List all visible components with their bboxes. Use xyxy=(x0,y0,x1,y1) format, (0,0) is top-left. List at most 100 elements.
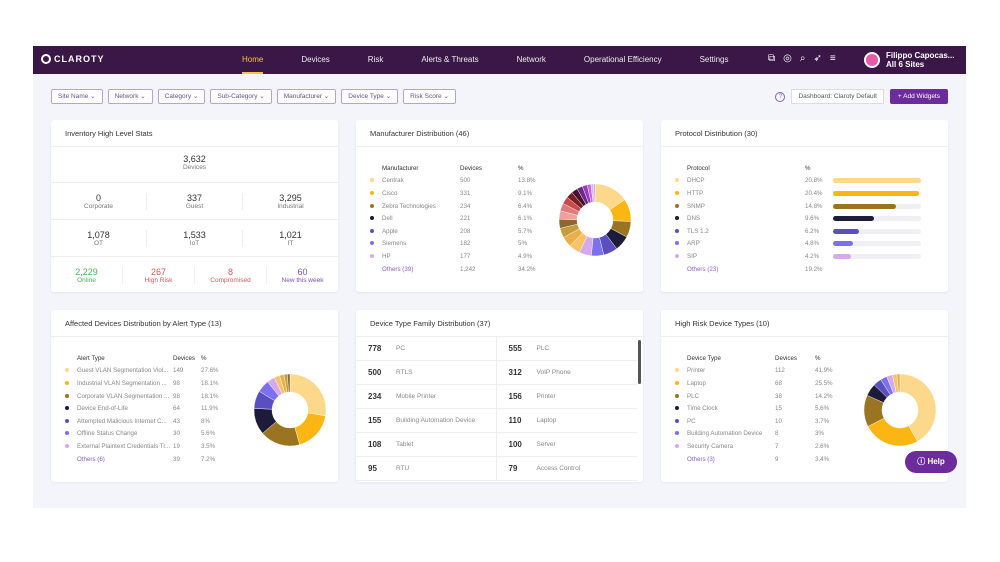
screenshot-icon[interactable]: ⧉ xyxy=(768,53,776,64)
filter-category[interactable]: Category ⌄ xyxy=(157,89,206,104)
table-row[interactable]: Corporate VLAN Segmentation ... 98 18.1% xyxy=(65,390,231,403)
table-row[interactable]: PC 10 3.7% xyxy=(675,415,845,428)
donut-slice[interactable] xyxy=(896,374,901,393)
table-row[interactable]: Guest VLAN Segmentation Viol... 149 27.6% xyxy=(65,365,231,378)
donut-slice[interactable] xyxy=(899,374,936,442)
donut-slice[interactable] xyxy=(287,374,291,393)
others-row[interactable]: Others (6) 39 7.2% xyxy=(65,453,231,466)
legend-dot xyxy=(675,178,679,183)
table-row[interactable]: Laptop 68 25.5% xyxy=(675,377,845,390)
table-cell: 5.7% xyxy=(518,227,533,235)
nav-tab-network[interactable]: Network xyxy=(516,55,546,64)
device-family-item[interactable]: 79 Access Control xyxy=(496,457,637,481)
legend-dot xyxy=(675,368,679,373)
nav-tab-home[interactable]: Home xyxy=(223,46,282,74)
device-family-item[interactable]: 555 PLC xyxy=(496,337,637,361)
table-cell[interactable]: Others (3) xyxy=(687,455,715,463)
nav-tab-alerts-threats[interactable]: Alerts & Threats xyxy=(421,55,479,64)
stat-cell[interactable]: 267 High Risk xyxy=(123,267,195,284)
device-family-item[interactable]: 100 Server xyxy=(496,433,637,457)
scrollbar[interactable] xyxy=(638,340,641,384)
legend-dot xyxy=(370,216,374,221)
table-row[interactable]: SNMP 14.8% xyxy=(675,200,921,213)
table-row[interactable]: HP 177 4.9% xyxy=(370,250,558,263)
table-cell: 112 xyxy=(775,367,785,375)
table-row[interactable]: HTTP 20.4% xyxy=(675,187,921,200)
donut-slice[interactable] xyxy=(593,184,596,203)
table-row[interactable]: Printer 112 41.9% xyxy=(675,365,845,378)
stat-cell: 337 Guest xyxy=(147,192,243,210)
table-row[interactable]: Offline Status Change 30 5.6% xyxy=(65,428,231,441)
device-family-item[interactable]: 234 Mobile Printer xyxy=(356,385,497,409)
table-cell[interactable]: Others (6) xyxy=(77,455,105,463)
table-row[interactable]: TLS 1.2 6.2% xyxy=(675,225,921,238)
others-row[interactable]: Others (3) 9 3.4% xyxy=(675,453,845,466)
device-family-item[interactable]: 312 VoIP Phone xyxy=(496,361,637,385)
stat-cell[interactable]: 2,229 Online xyxy=(51,267,123,284)
dashboard-selector[interactable]: Dashboard: Claroty Default xyxy=(791,89,884,104)
rocket-icon[interactable]: ➶ xyxy=(813,53,822,64)
table-row[interactable]: Dell 221 6.1% xyxy=(370,212,558,225)
table-cell[interactable]: Others (23) xyxy=(687,265,719,273)
stat-value: 0 xyxy=(95,192,101,203)
filter-manufacturer[interactable]: Manufacturer ⌄ xyxy=(276,89,337,104)
table-row[interactable]: Siemens 182 5% xyxy=(370,238,558,251)
others-row[interactable]: Others (39) 1,242 34.2% xyxy=(370,263,558,276)
table-row[interactable]: Industrial VLAN Segmentation ... 98 18.1% xyxy=(65,377,231,390)
stat-value: 337 xyxy=(186,192,203,203)
table-row[interactable]: DNS 9.6% xyxy=(675,212,921,225)
filter-icon[interactable]: ≡ xyxy=(829,53,836,64)
donut-slice[interactable] xyxy=(294,412,326,445)
help-circle-icon[interactable]: ? xyxy=(775,91,786,102)
table-cell: 68 xyxy=(775,379,782,387)
table-row[interactable]: External Plaintext Credentials Tr... 19 3.… xyxy=(65,440,231,453)
device-family-item[interactable]: 95 RTU xyxy=(356,457,497,481)
legend-dot xyxy=(370,228,374,233)
table-row[interactable]: PLC 38 14.2% xyxy=(675,390,845,403)
nav-tab-operational-efficiency[interactable]: Operational Efficiency xyxy=(583,55,662,64)
stat-cell[interactable]: 60 New this week xyxy=(267,267,338,284)
device-family-item[interactable]: 500 RTLS xyxy=(356,361,497,385)
claroty-logo[interactable]: CLAROTY xyxy=(41,54,105,64)
table-row[interactable]: Time Clock 15 5.6% xyxy=(675,402,845,415)
user-menu[interactable]: Filippo Capocas... All 6 Sites xyxy=(864,51,954,69)
table-cell[interactable]: Others (39) xyxy=(382,265,414,273)
table-row[interactable]: DHCP 20.8% xyxy=(675,175,921,188)
table-row[interactable]: Security Camera 7 2.6% xyxy=(675,440,845,453)
device-family-item[interactable]: 155 Building Automation Device xyxy=(356,409,497,433)
filter-site-name[interactable]: Site Name ⌄ xyxy=(51,89,103,104)
device-family-item[interactable]: 108 Tablet xyxy=(356,433,497,457)
help-button[interactable]: ⓘ Help xyxy=(905,451,957,473)
nav-tab-devices[interactable]: Devices xyxy=(301,55,330,64)
table-row[interactable]: Apple 208 5.7% xyxy=(370,225,558,238)
table-cell: 8 xyxy=(775,430,779,438)
table-cell: 182 xyxy=(460,240,471,248)
table-row[interactable]: ARP 4.8% xyxy=(675,238,921,251)
device-family-item[interactable]: 778 PC xyxy=(356,337,497,361)
table-row[interactable]: SIP 4.2% xyxy=(675,250,921,263)
nav-tab-settings[interactable]: Settings xyxy=(699,55,729,64)
nav-tab-risk[interactable]: Risk xyxy=(367,55,384,64)
device-family-item[interactable]: 110 Laptop xyxy=(496,409,637,433)
table-row[interactable]: Attempted Malicious Internet C... 43 8% xyxy=(65,415,231,428)
table-row[interactable]: Cisco 331 9.1% xyxy=(370,187,558,200)
table-row[interactable]: Device End-of-Life 64 11.9% xyxy=(65,402,231,415)
filter-risk-score[interactable]: Risk Score ⌄ xyxy=(403,89,456,104)
device-family-item[interactable]: 156 Printer xyxy=(496,385,637,409)
card-title: Device Type Family Distribution (37) xyxy=(356,310,643,337)
header-icons: ⧉ ◎ ⌕ ➶ ≡ xyxy=(768,53,836,64)
table-cell: 2.6% xyxy=(815,442,830,450)
filter-device-type[interactable]: Device Type ⌄ xyxy=(341,89,399,104)
search-icon[interactable]: ⌕ xyxy=(799,53,806,64)
add-widgets-button[interactable]: + Add Widgets xyxy=(889,89,948,104)
filter-network[interactable]: Network ⌄ xyxy=(107,89,153,104)
table-cell: 177 xyxy=(460,252,471,260)
table-row[interactable]: Centrak 500 13.8% xyxy=(370,175,558,188)
others-row[interactable]: Others (23) 19.2% xyxy=(675,263,921,276)
support-icon[interactable]: ◎ xyxy=(783,53,792,64)
filter-sub-category[interactable]: Sub-Category ⌄ xyxy=(210,89,272,104)
table-row[interactable]: Zebra Technologies 234 6.4% xyxy=(370,200,558,213)
stat-cell[interactable]: 8 Compromised xyxy=(195,267,267,284)
table-row[interactable]: Building Automation Device 8 3% xyxy=(675,428,845,441)
donut-slice[interactable] xyxy=(289,374,326,417)
